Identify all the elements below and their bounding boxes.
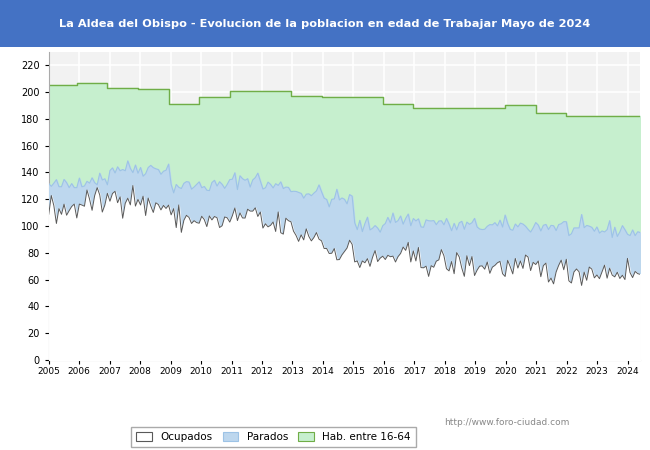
Legend: Ocupados, Parados, Hab. entre 16-64: Ocupados, Parados, Hab. entre 16-64 xyxy=(131,427,416,447)
Text: http://www.foro-ciudad.com: http://www.foro-ciudad.com xyxy=(445,418,569,427)
Text: La Aldea del Obispo - Evolucion de la poblacion en edad de Trabajar Mayo de 2024: La Aldea del Obispo - Evolucion de la po… xyxy=(59,18,591,29)
